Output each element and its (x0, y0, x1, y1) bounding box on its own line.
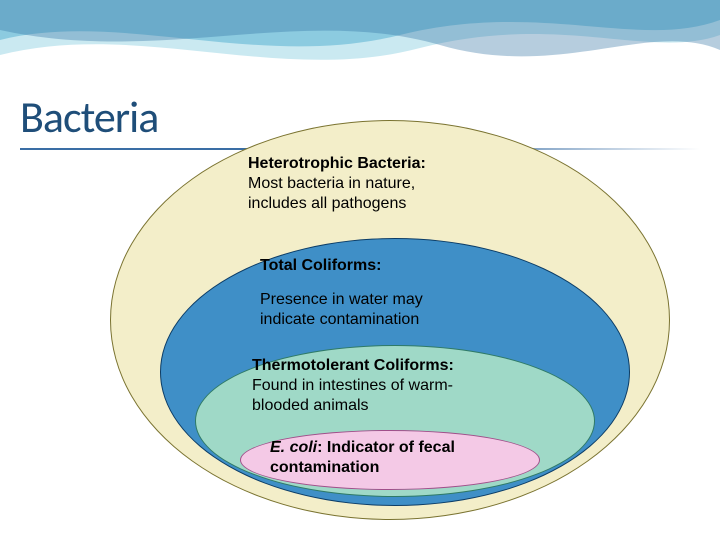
label-total-coliforms-heading: Total Coliforms: (260, 256, 480, 276)
label-total-coliforms-body: Presence in water may indicate contamina… (260, 290, 480, 330)
label-ecoli-body: contamination (270, 459, 379, 476)
label-heterotrophic: Heterotrophic Bacteria: Most bacteria in… (248, 154, 458, 214)
wave-decoration (0, 0, 720, 90)
page-title: Bacteria (20, 90, 158, 144)
label-thermotolerant-heading: Thermotolerant Coliforms: (252, 357, 454, 374)
label-heterotrophic-body: Most bacteria in nature, includes all pa… (248, 175, 415, 212)
label-total-coliforms: Total Coliforms: Presence in water may i… (260, 256, 480, 330)
label-heterotrophic-heading: Heterotrophic Bacteria: (248, 155, 426, 172)
slide: Bacteria Heterotrophic Bacteria: Most ba… (0, 0, 720, 540)
label-thermotolerant-body: Found in intestines of warm-blooded anim… (252, 377, 453, 414)
label-ecoli-heading-italic: E. coli (270, 439, 317, 456)
label-ecoli-heading-rest: : Indicator of fecal (317, 439, 455, 456)
label-ecoli: E. coli: Indicator of fecal contaminatio… (270, 438, 500, 478)
label-thermotolerant: Thermotolerant Coliforms: Found in intes… (252, 356, 477, 416)
